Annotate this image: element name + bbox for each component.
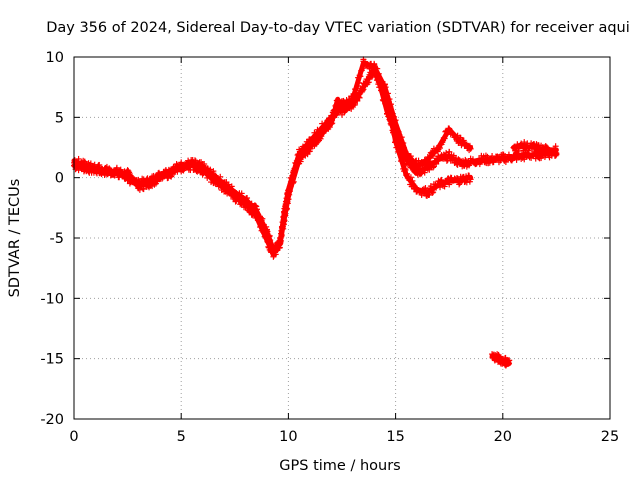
y-tick-label: -15 xyxy=(40,352,64,368)
y-tick-label: 5 xyxy=(55,110,64,126)
series-track-3 xyxy=(384,96,474,199)
y-tick-label: -20 xyxy=(40,412,64,428)
y-tick-label: -10 xyxy=(40,291,64,307)
series-line xyxy=(511,143,559,153)
x-tick-label: 15 xyxy=(386,429,404,445)
tick-labels: 0 5 10 15 20 25 -20 -15 -10 -5 0 5 10 xyxy=(40,50,619,445)
series-line xyxy=(384,96,474,195)
y-tick-label: 0 xyxy=(55,171,64,187)
data-series-layer xyxy=(71,56,560,369)
x-tick-label: 0 xyxy=(69,429,78,445)
x-tick-label: 10 xyxy=(279,429,297,445)
y-axis-label: SDTVAR / TECUs xyxy=(7,179,23,298)
series-line xyxy=(489,353,512,366)
x-tick-label: 5 xyxy=(177,429,186,445)
y-tick-label: -5 xyxy=(50,231,64,247)
x-tick-label: 20 xyxy=(494,429,512,445)
x-axis-label: GPS time / hours xyxy=(279,458,400,474)
x-tick-label: 25 xyxy=(601,429,619,445)
series-track-5 xyxy=(510,139,560,157)
axes-frame xyxy=(73,56,611,420)
series-track-2 xyxy=(71,56,474,260)
y-tick-label: 10 xyxy=(46,50,64,66)
series-line xyxy=(71,60,474,257)
chart-title: Day 356 of 2024, Sidereal Day-to-day VTE… xyxy=(46,20,630,36)
series-track-4 xyxy=(489,351,513,369)
